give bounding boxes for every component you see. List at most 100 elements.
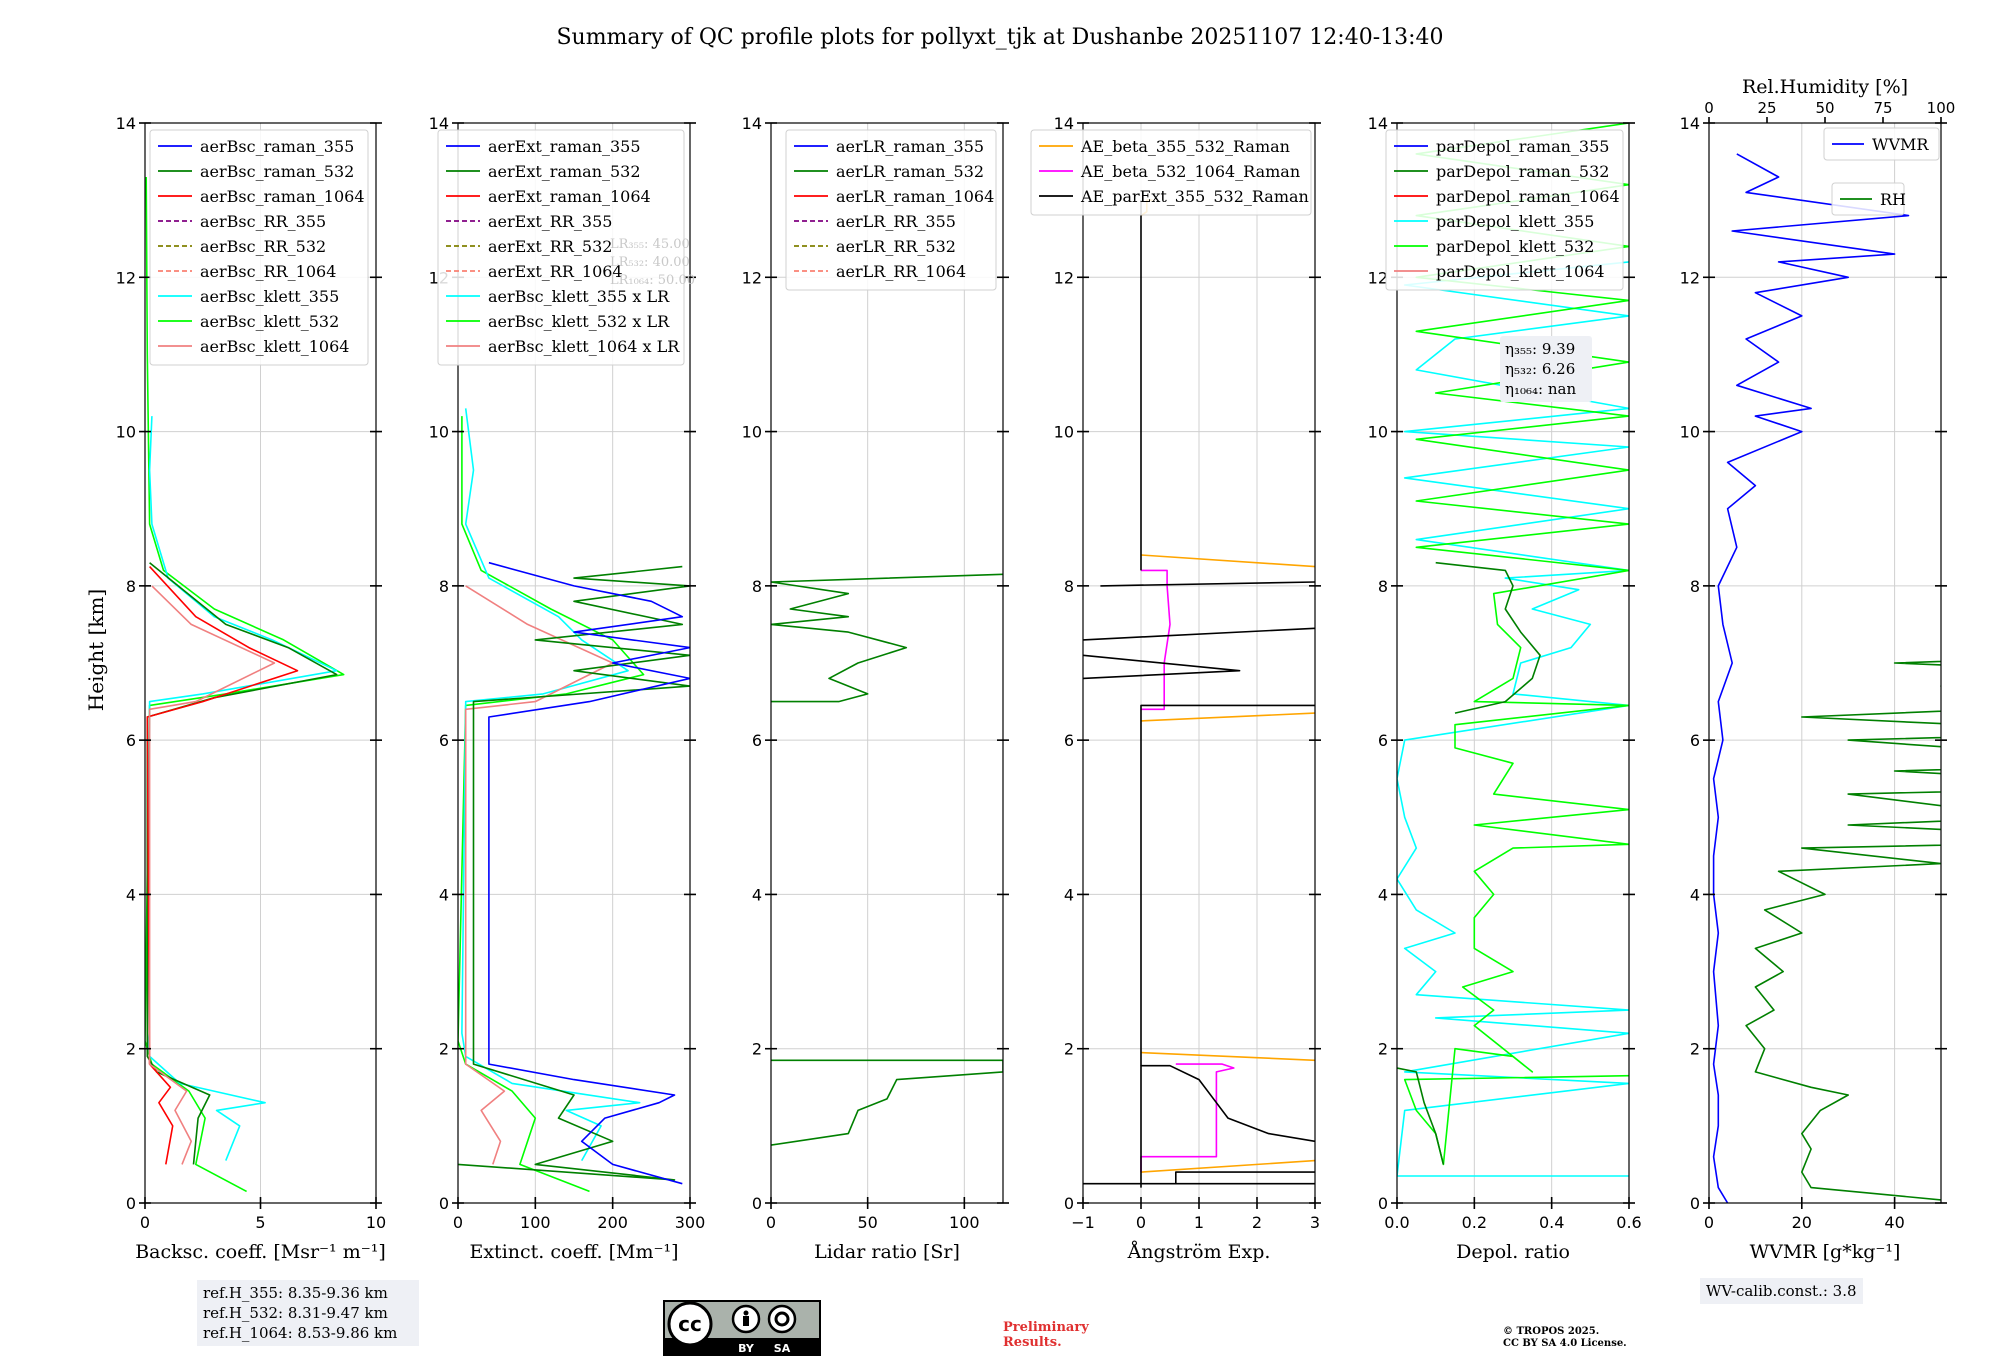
legend-label: aerExt_RR_1064 [488,262,623,281]
x-tick-label: −1 [1071,1213,1095,1232]
legend-label: parDepol_klett_532 [1436,237,1594,256]
y-tick-label: 2 [1064,1040,1074,1059]
legend-label: aerLR_raman_1064 [836,187,994,206]
y-tick-label: 2 [1690,1040,1700,1059]
y-tick-label: 10 [1054,423,1074,442]
y-tick-label: 14 [742,114,762,133]
x-tick-label: 0 [1704,1213,1714,1232]
legend-label: aerBsc_klett_1064 x LR [488,337,680,356]
eta-label: η₃₅₅: 9.39 [1505,340,1575,358]
y-tick-label: 6 [752,731,762,750]
lr-label: LR₃₅₅: 45.00 [610,237,690,252]
y-tick-label: 6 [439,731,449,750]
lr-label: LR₁₀₆₄: 50.00 [610,273,695,288]
y-tick-label: 0 [752,1194,762,1213]
x-tick-label: 100 [520,1213,551,1232]
copyright-line-1: © TROPOS 2025. [1503,1326,1600,1337]
y-tick-label: 6 [126,731,136,750]
legend-label: parDepol_raman_355 [1436,137,1609,156]
wv-calib-constant: WV-calib.const.: 3.8 [1706,1282,1857,1300]
x-tick-label: 300 [675,1213,706,1232]
x-tick-label: 0 [453,1213,463,1232]
panel-bsc: 0 2 4 6 8 10 12 14 0 5 10 Backsc. coeff. [Msr⁻¹ m⁻¹… [116,114,387,1263]
y-tick-label: 12 [1680,268,1700,287]
y-tick-label: 8 [752,577,762,596]
y-tick-label: 8 [126,577,136,596]
series-line-AE_beta_355_532_Raman_b [1140,1159,1315,1173]
y-tick-label: 4 [126,885,136,904]
legend-label: aerBsc_raman_532 [200,162,354,181]
legend-label: aerLR_RR_355 [836,212,956,231]
y-tick-label: 4 [1378,885,1388,904]
y-tick-label: 6 [1378,731,1388,750]
x-tick-label: 0 [140,1213,150,1232]
legend-label: aerBsc_raman_1064 [200,187,365,206]
legend-label: aerBsc_RR_1064 [200,262,336,281]
series-line-aerExt_raman_355 [488,561,690,1185]
series-line-aerLR_raman_532_upper [771,573,1003,703]
preliminary-results-note: Preliminary Results. [1003,1320,1089,1350]
x-top-tick-label: 50 [1815,99,1834,117]
legend-label: parDepol_raman_532 [1436,162,1609,181]
legend-label: aerBsc_raman_355 [200,137,354,156]
legend: AE_beta_355_532_Raman AE_beta_532_1064_Ra… [1030,129,1312,216]
legend: WVMR RH [1823,127,1940,216]
preliminary-line-2: Results. [1003,1335,1062,1350]
legend-label: WVMR [1872,135,1929,154]
series-line-parDepol_raman_532 [1397,1067,1445,1165]
y-tick-label: 2 [126,1040,136,1059]
y-tick-label: 2 [752,1040,762,1059]
y-tick-label: 10 [429,423,449,442]
x-tick-label: 0.6 [1616,1213,1641,1232]
x-tick-label: 0 [1136,1213,1146,1232]
y-tick-label: 0 [439,1194,449,1213]
cc-by-sa-badge: cc BY SA [663,1300,821,1356]
legend-label: aerExt_raman_355 [488,137,641,156]
sa-share-alike-icon [767,1304,797,1334]
x-axis-label: Lidar ratio [Sr] [814,1241,960,1263]
y-tick-label: 2 [439,1040,449,1059]
series-group [458,408,690,1193]
x-axis-label: Depol. ratio [1456,1241,1570,1263]
legend: aerBsc_raman_355 aerBsc_raman_532 aerBsc_r… [149,129,369,366]
panel-depol: 0 2 4 6 8 10 12 14 0.0 0.2 0.4 0.6 Depol. ratio parDe… [1368,114,1642,1263]
series-line-aerBsc_klett_532 x LR [458,416,645,1193]
y-axis-label: Height [km] [84,589,108,711]
y-tick-label: 4 [439,885,449,904]
sa-label: SA [774,1342,791,1355]
eta-box [1500,336,1592,402]
x-top-axis-label: Rel.Humidity [%] [1742,76,1908,98]
legend-label: AE_parExt_355_532_Raman [1080,187,1309,206]
legend-label: aerBsc_klett_1064 [200,337,349,356]
legend: aerLR_raman_355 aerLR_raman_532 aerLR_rama… [785,129,997,291]
x-axis-label: WVMR [g*kg⁻¹] [1750,1241,1901,1263]
x-tick-label: 200 [597,1213,628,1232]
ref-height-355: ref.H_355: 8.35-9.36 km [203,1284,388,1302]
y-tick-label: 8 [439,577,449,596]
cc-icon-text: cc [678,1312,702,1336]
axes-frame [770,122,1004,1204]
x-tick-label: 40 [1884,1213,1904,1232]
x-axis-label: Backsc. coeff. [Msr⁻¹ m⁻¹] [135,1241,386,1263]
x-tick-label: 20 [1792,1213,1812,1232]
lr-label: LR₅₃₂: 40.00 [610,255,690,270]
y-tick-label: 0 [1690,1194,1700,1213]
legend-frame [785,129,997,291]
legend: aerExt_raman_355 aerExt_raman_532 aerExt_r… [437,129,685,366]
legend-label: aerLR_raman_532 [836,162,984,181]
axes-frame [1396,122,1630,1204]
by-label: BY [738,1342,755,1355]
x-tick-label: 0.4 [1539,1213,1564,1232]
legend-label: aerBsc_RR_532 [200,237,326,256]
y-tick-label: 8 [1064,577,1074,596]
x-axis-label: Extinct. coeff. [Mm⁻¹] [469,1241,678,1263]
legend-frame [149,129,369,366]
legend-frame [1030,129,1312,216]
x-tick-label: 50 [857,1213,877,1232]
legend-label: AE_beta_532_1064_Raman [1080,162,1300,181]
y-tick-label: 14 [1680,114,1700,133]
eta-label: η₁₀₆₄: nan [1505,380,1576,398]
y-tick-label: 0 [1378,1194,1388,1213]
y-tick-label: 4 [1690,885,1700,904]
series-line-RH [1745,660,1941,1201]
